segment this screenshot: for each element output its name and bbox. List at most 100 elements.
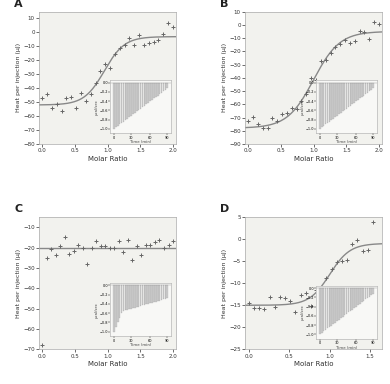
Point xyxy=(370,219,376,225)
Y-axis label: Heat per injection (μJ): Heat per injection (μJ) xyxy=(16,43,21,113)
Point xyxy=(97,68,103,74)
Point xyxy=(66,251,73,257)
Point xyxy=(264,124,271,131)
Point xyxy=(323,57,329,63)
Point xyxy=(63,94,69,101)
Point xyxy=(71,248,77,254)
Point xyxy=(155,36,161,43)
Point xyxy=(58,108,65,114)
Point xyxy=(356,28,363,34)
Point xyxy=(289,105,295,111)
Point xyxy=(165,242,172,248)
Point xyxy=(89,245,95,251)
Point xyxy=(54,101,60,107)
Point xyxy=(318,285,324,291)
Point xyxy=(349,241,355,247)
Point xyxy=(136,32,142,38)
Point xyxy=(287,298,293,304)
Point xyxy=(344,257,350,263)
Point xyxy=(112,51,118,57)
Point xyxy=(92,80,99,86)
Point xyxy=(318,58,324,64)
Point xyxy=(251,305,257,311)
Point xyxy=(107,245,113,252)
Point xyxy=(255,121,261,127)
Point xyxy=(93,238,99,244)
Point xyxy=(121,42,128,48)
Point xyxy=(352,38,358,44)
X-axis label: Molar Ratio: Molar Ratio xyxy=(88,361,128,367)
Point xyxy=(102,61,108,68)
Point xyxy=(342,37,348,43)
Point xyxy=(125,237,131,243)
Point xyxy=(279,111,285,117)
Text: D: D xyxy=(220,204,229,214)
Point xyxy=(160,31,167,38)
Point xyxy=(261,306,268,312)
Point xyxy=(111,245,117,251)
Point xyxy=(131,41,137,48)
Point xyxy=(313,76,319,83)
Point xyxy=(57,243,64,249)
Point xyxy=(80,245,86,251)
Point xyxy=(138,252,145,258)
Point xyxy=(328,266,335,273)
Point xyxy=(360,248,366,254)
Point xyxy=(152,238,158,245)
Point xyxy=(107,65,113,71)
Point xyxy=(170,24,176,30)
Text: C: C xyxy=(14,204,22,214)
Point xyxy=(269,115,275,121)
Text: B: B xyxy=(220,0,229,9)
X-axis label: Molar Ratio: Molar Ratio xyxy=(294,156,333,162)
Point xyxy=(375,205,381,212)
Y-axis label: Heat per injection (μJ): Heat per injection (μJ) xyxy=(222,43,227,113)
Point xyxy=(250,114,256,120)
Point xyxy=(334,259,340,265)
Point xyxy=(245,118,251,124)
Point xyxy=(39,342,45,348)
Point xyxy=(156,237,163,243)
Point xyxy=(170,238,176,244)
Point xyxy=(53,252,59,258)
Point xyxy=(274,118,280,124)
Point xyxy=(75,242,82,248)
Point xyxy=(98,243,104,249)
Point xyxy=(308,74,314,81)
Point xyxy=(146,40,152,46)
Text: A: A xyxy=(14,0,23,9)
Point xyxy=(165,20,171,26)
Point xyxy=(83,98,89,104)
Point xyxy=(134,243,140,249)
Point xyxy=(266,294,273,300)
Point xyxy=(308,303,314,309)
Point xyxy=(120,249,126,255)
Point xyxy=(62,234,68,240)
Point xyxy=(256,305,262,311)
Point xyxy=(366,36,372,42)
Point xyxy=(102,243,108,249)
Point xyxy=(376,21,382,27)
Point xyxy=(332,44,339,50)
Point xyxy=(347,40,353,46)
Point xyxy=(272,304,278,310)
Point xyxy=(117,45,123,51)
Point xyxy=(141,41,147,48)
Point xyxy=(44,255,50,261)
Point xyxy=(78,89,84,96)
Point xyxy=(44,91,50,97)
Point xyxy=(161,245,167,252)
Point xyxy=(49,105,55,111)
Y-axis label: Heat per injection (μJ): Heat per injection (μJ) xyxy=(222,248,227,318)
Point xyxy=(337,41,343,47)
Point xyxy=(355,237,361,243)
Point xyxy=(68,94,74,100)
X-axis label: Molar Ratio: Molar Ratio xyxy=(294,361,333,367)
Y-axis label: Heat per injection (μJ): Heat per injection (μJ) xyxy=(16,248,21,318)
Point xyxy=(292,309,299,315)
Point xyxy=(129,257,136,263)
Point xyxy=(294,106,300,112)
X-axis label: Molar Ratio: Molar Ratio xyxy=(88,156,128,162)
Point xyxy=(371,19,377,25)
Point xyxy=(88,91,94,97)
